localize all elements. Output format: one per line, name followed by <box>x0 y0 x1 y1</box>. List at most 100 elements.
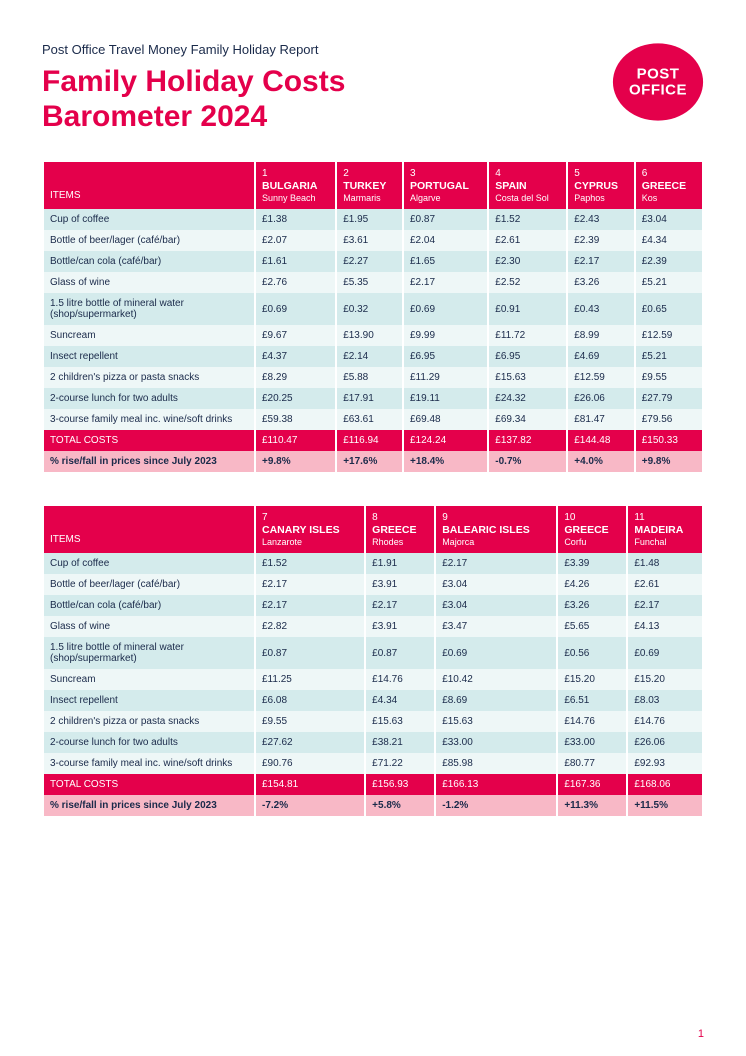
destination-region: Paphos <box>574 193 628 203</box>
item-row: Bottle of beer/lager (café/bar)£2.17£3.9… <box>44 574 702 595</box>
price-cell: £0.87 <box>256 637 364 669</box>
price-cell: £0.91 <box>489 293 566 325</box>
price-cell: £15.63 <box>489 367 566 388</box>
destination-region: Majorca <box>442 537 550 547</box>
post-office-logo: POST OFFICE <box>612 36 704 128</box>
price-cell: £80.77 <box>558 753 626 774</box>
item-label: Bottle/can cola (café/bar) <box>44 595 254 616</box>
item-row: Glass of wine£2.76£5.35£2.17£2.52£3.26£5… <box>44 272 702 293</box>
change-label: % rise/fall in prices since July 2023 <box>44 451 254 472</box>
price-cell: £38.21 <box>366 732 434 753</box>
destination-header: 3 PORTUGAL Algarve <box>404 162 487 209</box>
change-cell: +9.8% <box>636 451 702 472</box>
price-cell: £3.91 <box>366 616 434 637</box>
item-row: Cup of coffee£1.52£1.91£2.17£3.39£1.48 <box>44 553 702 574</box>
price-cell: £9.55 <box>636 367 702 388</box>
destination-country: GREECE <box>642 180 696 192</box>
total-cell: £150.33 <box>636 430 702 451</box>
change-label: % rise/fall in prices since July 2023 <box>44 795 254 816</box>
price-cell: £26.06 <box>628 732 702 753</box>
item-label: Insect repellent <box>44 346 254 367</box>
price-cell: £71.22 <box>366 753 434 774</box>
price-cell: £26.06 <box>568 388 634 409</box>
destination-rank: 2 <box>343 168 396 179</box>
price-cell: £59.38 <box>256 409 335 430</box>
total-row: TOTAL COSTS£154.81£156.93£166.13£167.36£… <box>44 774 702 795</box>
price-cell: £3.26 <box>558 595 626 616</box>
change-cell: -7.2% <box>256 795 364 816</box>
price-cell: £2.17 <box>628 595 702 616</box>
item-label: 1.5 litre bottle of mineral water (shop/… <box>44 637 254 669</box>
price-cell: £6.95 <box>404 346 487 367</box>
destination-rank: 9 <box>442 512 550 523</box>
price-cell: £2.04 <box>404 230 487 251</box>
destination-rank: 1 <box>262 168 329 179</box>
price-cell: £14.76 <box>366 669 434 690</box>
logo-text-line2: OFFICE <box>629 81 687 98</box>
destination-rank: 3 <box>410 168 481 179</box>
item-row: 3-course family meal inc. wine/soft drin… <box>44 753 702 774</box>
destination-rank: 6 <box>642 168 696 179</box>
costs-table-1: ITEMS 1 BULGARIA Sunny Beach 2 TURKEY Ma… <box>42 162 704 472</box>
item-label: Bottle/can cola (café/bar) <box>44 251 254 272</box>
price-cell: £3.04 <box>436 595 556 616</box>
total-row: TOTAL COSTS£110.47£116.94£124.24£137.82£… <box>44 430 702 451</box>
price-cell: £3.47 <box>436 616 556 637</box>
item-label: Bottle of beer/lager (café/bar) <box>44 574 254 595</box>
item-row: Insect repellent£6.08£4.34£8.69£6.51£8.0… <box>44 690 702 711</box>
item-row: Glass of wine£2.82£3.91£3.47£5.65£4.13 <box>44 616 702 637</box>
destination-region: Funchal <box>634 537 696 547</box>
price-cell: £3.04 <box>636 209 702 230</box>
price-cell: £1.48 <box>628 553 702 574</box>
price-cell: £90.76 <box>256 753 364 774</box>
price-cell: £24.32 <box>489 388 566 409</box>
destination-header: 5 CYPRUS Paphos <box>568 162 634 209</box>
price-cell: £27.62 <box>256 732 364 753</box>
price-cell: £11.25 <box>256 669 364 690</box>
price-cell: £4.13 <box>628 616 702 637</box>
price-cell: £1.91 <box>366 553 434 574</box>
price-cell: £12.59 <box>636 325 702 346</box>
total-cell: £154.81 <box>256 774 364 795</box>
price-cell: £19.11 <box>404 388 487 409</box>
destination-header: 4 SPAIN Costa del Sol <box>489 162 566 209</box>
price-cell: £14.76 <box>628 711 702 732</box>
destination-region: Sunny Beach <box>262 193 329 203</box>
price-cell: £0.69 <box>628 637 702 669</box>
change-cell: +11.3% <box>558 795 626 816</box>
total-cell: £124.24 <box>404 430 487 451</box>
price-cell: £33.00 <box>436 732 556 753</box>
header: Post Office Travel Money Family Holiday … <box>42 42 704 134</box>
price-cell: £0.87 <box>366 637 434 669</box>
price-cell: £4.26 <box>558 574 626 595</box>
destination-rank: 4 <box>495 168 560 179</box>
item-row: Cup of coffee£1.38£1.95£0.87£1.52£2.43£3… <box>44 209 702 230</box>
price-cell: £2.17 <box>256 595 364 616</box>
change-cell: +5.8% <box>366 795 434 816</box>
price-cell: £3.61 <box>337 230 402 251</box>
price-cell: £0.69 <box>404 293 487 325</box>
price-cell: £1.61 <box>256 251 335 272</box>
change-cell: +4.0% <box>568 451 634 472</box>
price-cell: £0.56 <box>558 637 626 669</box>
destination-header: 1 BULGARIA Sunny Beach <box>256 162 335 209</box>
destination-region: Algarve <box>410 193 481 203</box>
total-cell: £168.06 <box>628 774 702 795</box>
price-cell: £8.69 <box>436 690 556 711</box>
item-row: 2 children's pizza or pasta snacks£8.29£… <box>44 367 702 388</box>
price-cell: £20.25 <box>256 388 335 409</box>
price-cell: £6.51 <box>558 690 626 711</box>
price-cell: £2.14 <box>337 346 402 367</box>
price-cell: £1.52 <box>489 209 566 230</box>
price-cell: £2.61 <box>628 574 702 595</box>
total-cell: £137.82 <box>489 430 566 451</box>
price-cell: £11.72 <box>489 325 566 346</box>
price-cell: £12.59 <box>568 367 634 388</box>
item-row: 3-course family meal inc. wine/soft drin… <box>44 409 702 430</box>
price-cell: £2.17 <box>436 553 556 574</box>
price-cell: £1.95 <box>337 209 402 230</box>
item-label: Insect repellent <box>44 690 254 711</box>
total-cell: £166.13 <box>436 774 556 795</box>
destination-country: CANARY ISLES <box>262 524 358 536</box>
destination-region: Marmaris <box>343 193 396 203</box>
